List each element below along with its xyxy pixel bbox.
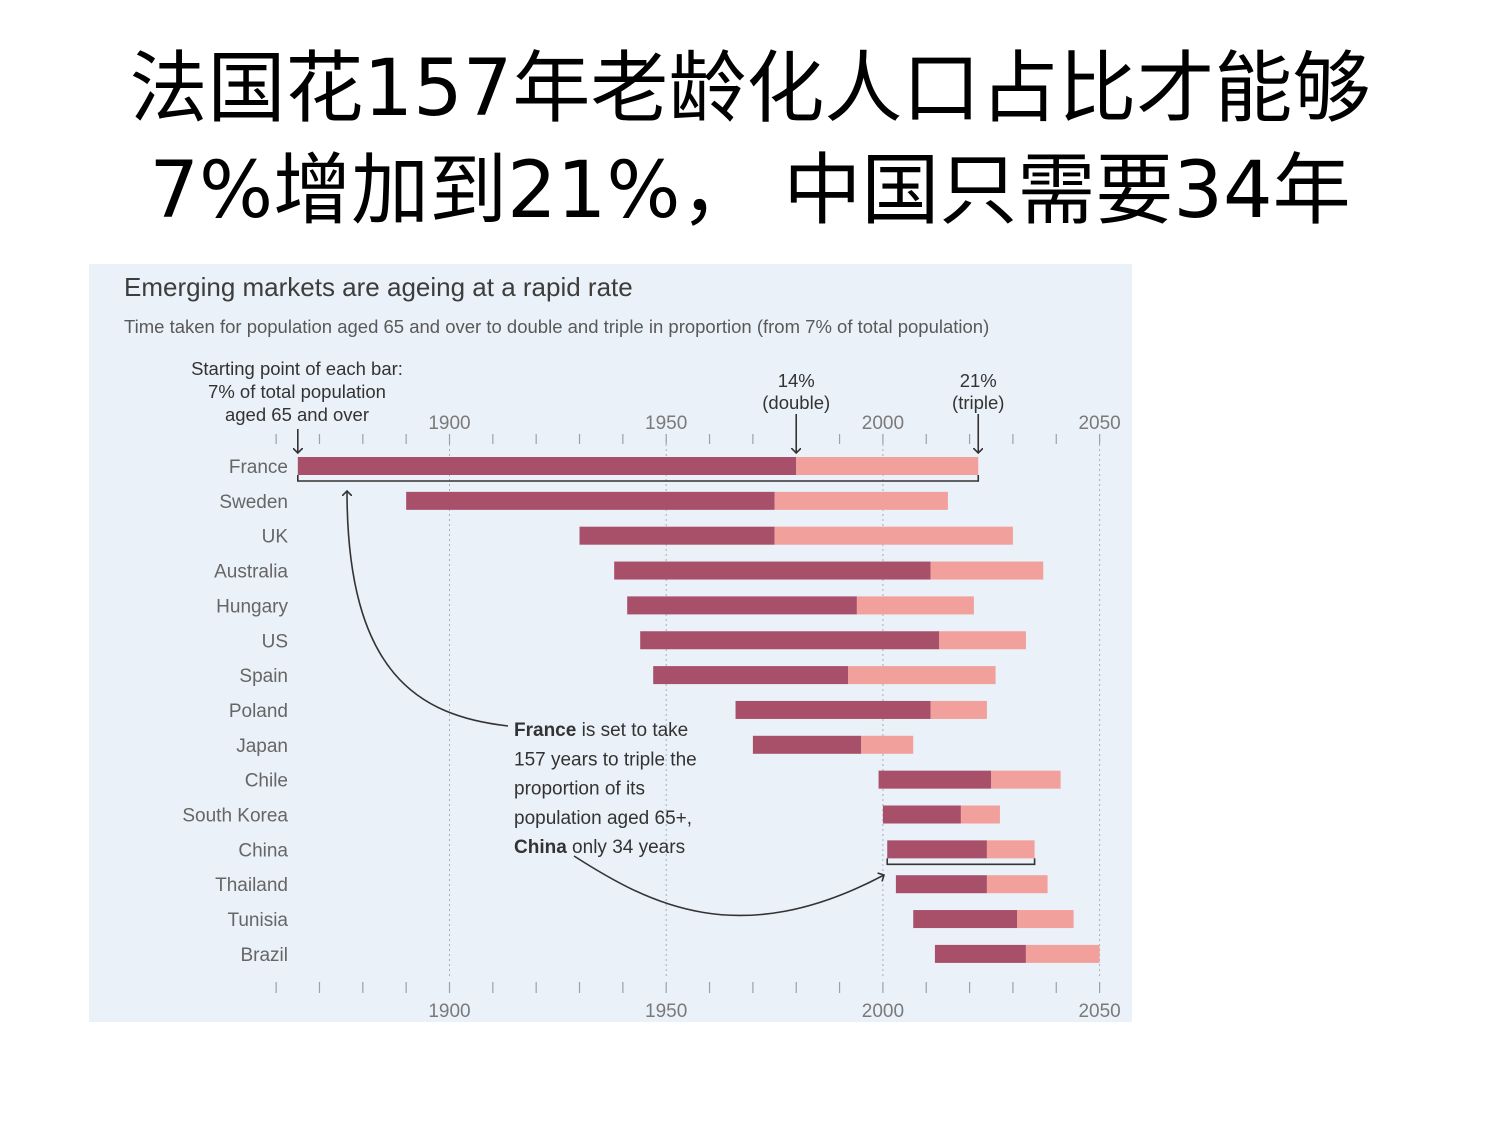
ageing-bar-chart: 1900 1900 1950 1950 2000 2000 2050 2050 France Sw… xyxy=(182,358,1120,1022)
bar-chile-double xyxy=(878,770,992,789)
chart-title: Emerging markets are ageing at a rapid r… xyxy=(124,272,633,302)
bar-hungary-triple xyxy=(856,596,974,615)
bar-sweden-triple xyxy=(774,491,948,510)
bar-france-double xyxy=(297,457,797,475)
bar-tunisia-double xyxy=(913,910,1018,929)
note-text: is set to take xyxy=(576,720,688,741)
bar-thailand-triple xyxy=(986,875,1048,894)
bar-japan-triple xyxy=(861,735,914,754)
start-label-line-1: Starting point of each bar: xyxy=(191,358,403,379)
category-label-south-korea: South Korea xyxy=(182,806,288,827)
bar-south-korea-double xyxy=(882,805,961,824)
double-label-line-2: (double) xyxy=(762,392,830,413)
note-line-5: China only 34 years xyxy=(514,837,685,858)
bar-us-triple xyxy=(939,631,1026,650)
double-label-line-1: 14% xyxy=(778,370,815,391)
bar-japan-double xyxy=(752,735,862,754)
note-line-1: France is set to take xyxy=(514,720,688,741)
category-label-uk: UK xyxy=(262,527,289,548)
x-tick-label-top-2000: 2000 xyxy=(862,413,904,434)
bar-france-triple xyxy=(796,457,979,475)
category-label-tunisia: Tunisia xyxy=(227,910,288,931)
x-tick-label-bottom-1900: 1900 xyxy=(428,1001,470,1022)
note-line-3: proportion of its xyxy=(514,779,645,800)
note-bold-china: China xyxy=(514,837,567,858)
bar-south-korea-triple xyxy=(960,805,1000,824)
bar-poland-double xyxy=(735,700,931,719)
category-label-china: China xyxy=(238,840,288,861)
bar-brazil-triple xyxy=(1025,944,1100,963)
france-curve-arrow xyxy=(347,491,509,727)
bar-australia-double xyxy=(614,561,931,580)
slide-title-line-2: 7%增加到21%， 中国只需要34年 xyxy=(149,146,1351,236)
bar-china-double xyxy=(887,840,987,859)
x-tick-label-top-1900: 1900 xyxy=(428,413,470,434)
note-line-2: 157 years to triple the xyxy=(514,749,697,770)
triple-label-line-1: 21% xyxy=(960,370,997,391)
category-label-japan: Japan xyxy=(236,736,288,757)
bar-uk-triple xyxy=(774,526,1013,545)
bar-spain-double xyxy=(653,666,849,685)
bar-australia-triple xyxy=(930,561,1044,580)
category-label-brazil: Brazil xyxy=(240,945,288,966)
bar-china-triple xyxy=(986,840,1035,859)
category-label-hungary: Hungary xyxy=(216,596,288,617)
x-tick-label-top-1950: 1950 xyxy=(645,413,687,434)
x-tick-label-bottom-2000: 2000 xyxy=(862,1001,904,1022)
china-curve-arrow xyxy=(573,855,884,917)
note-text: only 34 years xyxy=(567,837,685,858)
category-label-thailand: Thailand xyxy=(215,875,288,896)
note-text: population aged 65+, xyxy=(514,808,692,829)
x-tick-label-bottom-2050: 2050 xyxy=(1078,1001,1120,1022)
category-label-sweden: Sweden xyxy=(219,492,288,513)
chart-panel: Emerging markets are ageing at a rapid r… xyxy=(89,264,1132,1022)
category-label-us: US xyxy=(262,631,288,652)
note-line-4: population aged 65+, xyxy=(514,808,692,829)
bar-hungary-double xyxy=(627,596,857,615)
france-bracket xyxy=(297,475,980,482)
category-label-france: France xyxy=(229,457,288,478)
triple-label-line-2: (triple) xyxy=(952,392,1004,413)
bar-tunisia-triple xyxy=(1017,910,1074,929)
bar-brazil-double xyxy=(934,944,1026,963)
bar-sweden-double xyxy=(406,491,775,510)
category-label-poland: Poland xyxy=(229,701,288,722)
chart-subtitle: Time taken for population aged 65 and ov… xyxy=(124,316,990,337)
bar-us-double xyxy=(640,631,940,650)
category-label-spain: Spain xyxy=(239,666,288,687)
note-text: 157 years to triple the xyxy=(514,749,697,770)
bar-spain-triple xyxy=(848,666,996,685)
note-text: proportion of its xyxy=(514,779,645,800)
china-bracket xyxy=(886,858,1036,866)
x-tick-label-bottom-1950: 1950 xyxy=(645,1001,687,1022)
bar-chile-triple xyxy=(991,770,1061,789)
bar-uk-double xyxy=(579,526,775,545)
bar-poland-triple xyxy=(930,700,987,719)
bar-thailand-double xyxy=(895,875,987,894)
start-label-line-2: 7% of total population xyxy=(208,381,386,402)
category-label-chile: Chile xyxy=(245,771,288,792)
note-bold-france: France xyxy=(514,720,576,741)
category-label-australia: Australia xyxy=(214,562,288,583)
slide-title: 法国花157年老龄化人口占比才能够 7%增加到21%， 中国只需要34年 xyxy=(0,38,1500,242)
start-label-line-3: aged 65 and over xyxy=(225,404,369,425)
slide-title-line-1: 法国花157年老龄化人口占比才能够 xyxy=(129,44,1371,134)
x-tick-label-top-2050: 2050 xyxy=(1078,413,1120,434)
